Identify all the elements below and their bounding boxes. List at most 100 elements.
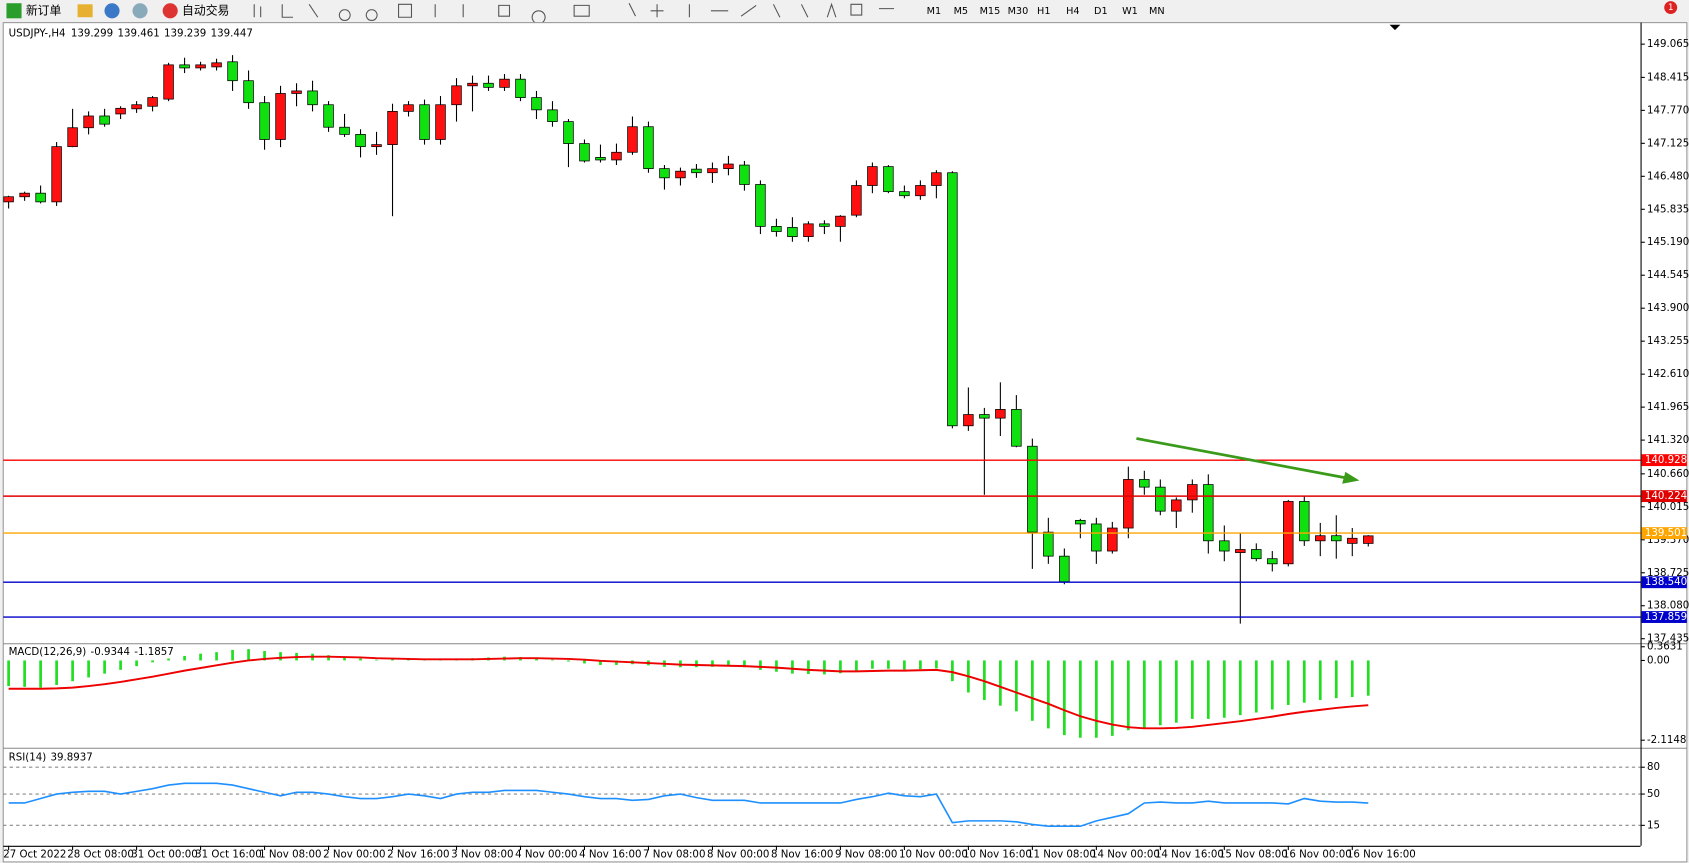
period-button[interactable]: MN: [1149, 6, 1165, 17]
period-button[interactable]: M15: [980, 6, 1001, 17]
candle-body: [307, 90, 318, 106]
candle-body: [211, 62, 222, 68]
candle-body: [931, 172, 942, 186]
x-tick-label: 31 Oct 16:00: [195, 849, 262, 860]
period-button[interactable]: H1: [1037, 6, 1050, 17]
candle-body: [1075, 519, 1086, 525]
price-level-label: 137.859: [1645, 612, 1687, 623]
new-order-button[interactable]: 新订单: [26, 3, 62, 17]
low-price: 139.239: [164, 28, 206, 39]
period-button[interactable]: H4: [1066, 6, 1079, 17]
candle-body: [1107, 527, 1118, 552]
price-level-tag: [1641, 576, 1687, 589]
candle-body: [899, 191, 910, 197]
x-tick-label: 27 Oct 2022: [3, 849, 66, 860]
y-tick-label: 147.125: [1647, 138, 1689, 149]
plot-area: 149.065 148.415 147.770 147.125 146.480 145.8…: [3, 39, 1689, 860]
candle-body: [355, 134, 366, 148]
notification-badge[interactable]: [1664, 1, 1678, 15]
y-tick-label: 137.435: [1647, 634, 1689, 645]
toolbar: [0, 0, 1689, 22]
auto-trade-icon[interactable]: [162, 3, 178, 19]
period-button[interactable]: W1: [1122, 6, 1138, 17]
period-button[interactable]: M5: [954, 6, 969, 17]
candle-body: [1043, 531, 1054, 557]
x-tick-label: 1 Nov 08:00: [259, 849, 321, 860]
tool-icon[interactable]: [104, 3, 120, 19]
candle-body: [499, 78, 510, 88]
x-tick-label: 9 Nov 08:00: [835, 849, 897, 860]
chart-header: USDJPY-,H4 139.299 139.461 139.239 139.447: [9, 28, 253, 39]
candle-body: [1027, 445, 1038, 533]
x-tick-label: 10 Nov 16:00: [963, 849, 1032, 860]
candle-body: [51, 146, 62, 203]
candle-body: [387, 111, 398, 145]
candle-body: [595, 157, 606, 161]
candle-body: [611, 151, 622, 161]
x-tick-label: 16 Nov 00:00: [1283, 849, 1352, 860]
new-order-icon[interactable]: [6, 3, 22, 19]
candle-body: [947, 172, 958, 427]
y-tick-label: 145.835: [1647, 204, 1689, 215]
candle-body: [227, 61, 238, 82]
price-level-tag: [1641, 527, 1687, 540]
y-tick-label: 138.725: [1647, 568, 1689, 579]
macd-signal: -1.1857: [134, 647, 173, 658]
candle-body: [675, 170, 686, 179]
candle-body: [1011, 409, 1022, 447]
candle-body: [755, 184, 766, 227]
candle-body: [1187, 484, 1198, 501]
y-tick-label: 140.015: [1647, 502, 1689, 513]
period-button[interactable]: M1: [927, 6, 942, 17]
x-tick-label: 3 Nov 08:00: [451, 849, 513, 860]
tool-icon[interactable]: [77, 4, 93, 18]
x-tick-label: 14 Nov 00:00: [1091, 849, 1160, 860]
candle-body: [3, 196, 14, 203]
candle-body: [371, 144, 382, 148]
open-price: 139.299: [71, 28, 113, 39]
candle-body: [531, 97, 542, 111]
x-tick-label: 2 Nov 00:00: [323, 849, 385, 860]
price-level-tag: [1641, 454, 1687, 467]
candle-body: [19, 192, 30, 198]
candle-body: [35, 192, 46, 203]
candle-body: [1347, 537, 1358, 544]
price-level-label: 140.224: [1645, 491, 1687, 502]
candle-body: [1251, 549, 1262, 560]
candle-body: [1139, 479, 1150, 488]
y-tick-label: 145.190: [1647, 237, 1689, 248]
tool-icon[interactable]: [132, 3, 148, 19]
high-price: 139.461: [118, 28, 160, 39]
x-tick-label: 4 Nov 16:00: [579, 849, 641, 860]
candle-body: [803, 223, 814, 238]
y-tick-label: 50: [1647, 789, 1660, 800]
symbol: USDJPY-,H4: [9, 28, 66, 39]
period-button[interactable]: M30: [1008, 6, 1029, 17]
candle-body: [547, 109, 558, 122]
auto-trade-button[interactable]: 自动交易: [182, 3, 229, 17]
y-tick-label: 149.065: [1647, 39, 1689, 50]
candle-body: [1315, 535, 1326, 542]
candle-body: [723, 163, 734, 170]
candle-body: [883, 166, 894, 193]
candle-body: [739, 164, 750, 185]
candle-body: [1331, 535, 1342, 542]
candle-body: [483, 82, 494, 88]
x-tick-label: 8 Nov 16:00: [771, 849, 833, 860]
candle-body: [67, 127, 78, 148]
candle-body: [291, 90, 302, 94]
candle-body: [1363, 535, 1374, 544]
x-tick-label: 28 Oct 08:00: [67, 849, 134, 860]
period-button[interactable]: D1: [1094, 6, 1108, 17]
price-level-tag: [1641, 611, 1687, 623]
candle-body: [1059, 555, 1070, 583]
candle-body: [1091, 523, 1102, 552]
x-tick-label: 10 Nov 00:00: [899, 849, 968, 860]
candle-body: [563, 121, 574, 144]
candle-body: [851, 185, 862, 216]
close-price: 139.447: [211, 28, 253, 39]
y-tick-label: 80: [1647, 762, 1660, 773]
y-tick-label: 0.00: [1647, 655, 1670, 666]
candle-body: [995, 409, 1006, 419]
candle-body: [867, 166, 878, 186]
